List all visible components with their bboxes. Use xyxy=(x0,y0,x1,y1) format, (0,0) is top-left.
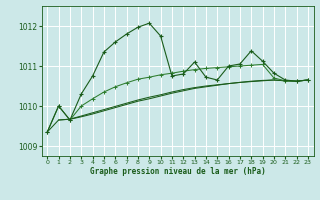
X-axis label: Graphe pression niveau de la mer (hPa): Graphe pression niveau de la mer (hPa) xyxy=(90,167,266,176)
